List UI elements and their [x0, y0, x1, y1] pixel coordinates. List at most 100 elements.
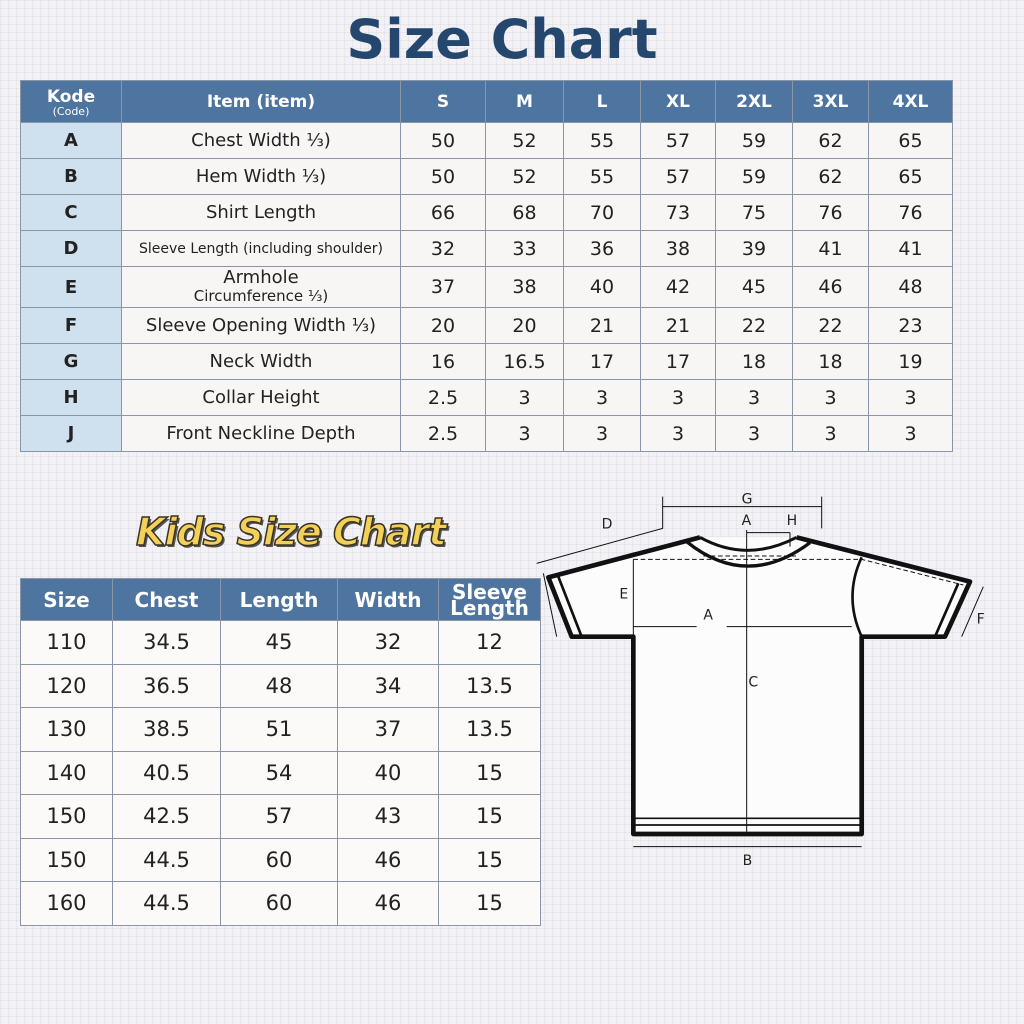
code-cell: G [20, 343, 122, 380]
kids-cell: 32 [337, 620, 439, 665]
kids-header: Sleeve Length [438, 578, 541, 621]
kids-table-row: 150 42.5 57 43 15 [20, 794, 541, 839]
kids-cell: 57 [220, 794, 338, 839]
label-a-top: A [742, 513, 752, 529]
table-row: H Collar Height 2.5 3 3 3 3 3 3 [20, 379, 953, 416]
header-size: 2XL [715, 80, 793, 123]
value-cell: 70 [563, 194, 641, 231]
kids-cell: 15 [438, 794, 541, 839]
item-cell: Hem Width ⅓) [121, 158, 401, 195]
kids-header: Chest [112, 578, 221, 621]
value-cell: 55 [563, 158, 641, 195]
kids-cell: 37 [337, 707, 439, 752]
header-size: 4XL [868, 80, 953, 123]
value-cell: 32 [400, 230, 486, 267]
value-cell: 19 [868, 343, 953, 380]
value-cell: 76 [868, 194, 953, 231]
value-cell: 23 [868, 307, 953, 344]
tshirt-measurement-diagram: G A H D E A C F B [536, 491, 985, 869]
value-cell: 55 [563, 122, 641, 159]
kids-cell: 15 [438, 750, 541, 795]
code-cell: B [20, 158, 122, 195]
value-cell: 3 [485, 415, 564, 452]
size-chart-table: Kode (Code) Item (item) S M L XL 2XL 3XL … [20, 80, 953, 452]
value-cell: 52 [485, 158, 564, 195]
table-row: E Armhole Circumference ⅓) 37 38 40 42 45 46 48 [20, 266, 953, 308]
label-h: H [787, 513, 798, 529]
header-code: Kode (Code) [20, 80, 122, 123]
item-cell: Front Neckline Depth [121, 415, 401, 452]
value-cell: 3 [563, 415, 641, 452]
header-size: L [563, 80, 641, 123]
header-size: 3XL [792, 80, 869, 123]
value-cell: 3 [640, 415, 716, 452]
value-cell: 3 [868, 415, 953, 452]
value-cell: 17 [640, 343, 716, 380]
value-cell: 62 [792, 158, 869, 195]
value-cell: 3 [792, 379, 869, 416]
value-cell: 2.5 [400, 415, 486, 452]
value-cell: 41 [868, 230, 953, 267]
item-cell: Sleeve Length (including shoulder) [121, 230, 401, 267]
value-cell: 38 [640, 230, 716, 267]
value-cell: 50 [400, 122, 486, 159]
kids-header: Length [220, 578, 338, 621]
kids-cell: 38.5 [112, 707, 221, 752]
code-cell: A [20, 122, 122, 159]
item-cell: Neck Width [121, 343, 401, 380]
kids-cell: 130 [20, 707, 113, 752]
value-cell: 3 [563, 379, 641, 416]
kids-cell: 40.5 [112, 750, 221, 795]
value-cell: 76 [792, 194, 869, 231]
kids-cell: 160 [20, 881, 113, 926]
diagram-labels: G A H D E A C F B [602, 491, 985, 869]
label-a: A [703, 607, 713, 623]
kids-cell: 60 [220, 837, 338, 882]
code-cell: D [20, 230, 122, 267]
value-cell: 73 [640, 194, 716, 231]
value-cell: 17 [563, 343, 641, 380]
kids-cell: 43 [337, 794, 439, 839]
tshirt-outline [546, 535, 973, 837]
code-cell: J [20, 415, 122, 452]
kids-cell: 150 [20, 837, 113, 882]
kids-size-table: Size Chest Length Width Sleeve Length 11… [20, 578, 541, 926]
kids-cell: 54 [220, 750, 338, 795]
table-row: D Sleeve Length (including shoulder) 32 33 3… [20, 230, 953, 267]
table-row: A Chest Width ⅓) 50 52 55 57 59 62 65 [20, 122, 953, 159]
value-cell: 41 [792, 230, 869, 267]
value-cell: 65 [868, 158, 953, 195]
kids-cell: 120 [20, 663, 113, 708]
label-b: B [743, 853, 753, 869]
value-cell: 65 [868, 122, 953, 159]
kids-cell: 40 [337, 750, 439, 795]
code-cell: H [20, 379, 122, 416]
table-row: F Sleeve Opening Width ⅓) 20 20 21 21 22 22 23 [20, 307, 953, 344]
code-cell: F [20, 307, 122, 344]
value-cell: 20 [400, 307, 486, 344]
label-c: C [748, 675, 758, 691]
value-cell: 68 [485, 194, 564, 231]
value-cell: 75 [715, 194, 793, 231]
value-cell: 46 [792, 266, 869, 308]
header-size: M [485, 80, 564, 123]
kids-cell: 34 [337, 663, 439, 708]
value-cell: 42 [640, 266, 716, 308]
kids-table-row: 140 40.5 54 40 15 [20, 750, 541, 795]
armhole [851, 556, 863, 638]
kids-cell: 140 [20, 750, 113, 795]
label-f: F [977, 611, 985, 627]
value-cell: 62 [792, 122, 869, 159]
value-cell: 22 [792, 307, 869, 344]
value-cell: 22 [715, 307, 793, 344]
value-cell: 3 [640, 379, 716, 416]
value-cell: 3 [792, 415, 869, 452]
value-cell: 16.5 [485, 343, 564, 380]
value-cell: 39 [715, 230, 793, 267]
kids-cell: 13.5 [438, 707, 541, 752]
kids-table-row: 160 44.5 60 46 15 [20, 881, 541, 926]
kids-cell: 15 [438, 837, 541, 882]
value-cell: 66 [400, 194, 486, 231]
kids-cell: 60 [220, 881, 338, 926]
value-cell: 3 [715, 415, 793, 452]
